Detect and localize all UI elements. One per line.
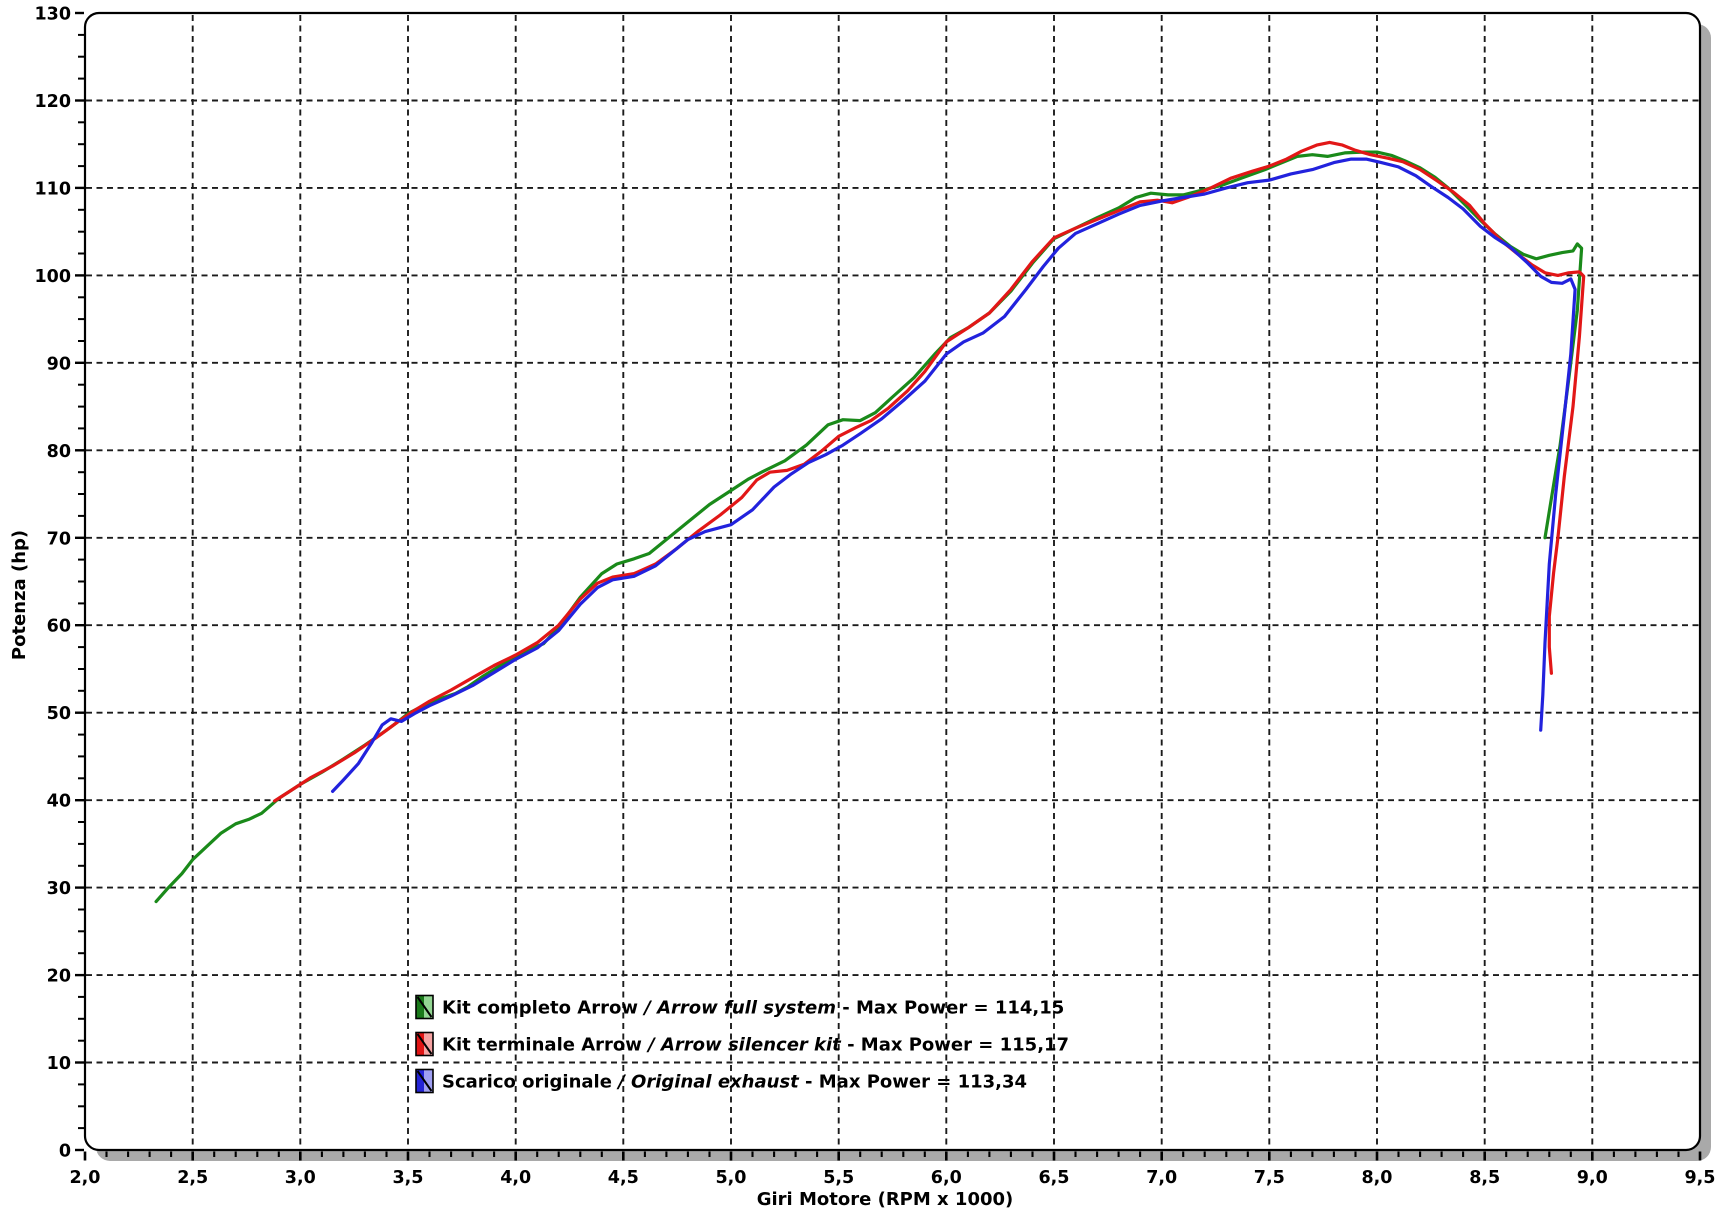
legend-swatch-border <box>415 1031 434 1057</box>
x-tick-label: 6,0 <box>931 1168 962 1188</box>
series-curves <box>154 140 1586 904</box>
legend-swatch-diagonal <box>416 996 433 1018</box>
legend-label: Scarico originale / Original exhaust - M… <box>442 1072 1027 1093</box>
x-tick-label: 4,0 <box>500 1168 531 1188</box>
legend-label-italian: Kit terminale Arrow <box>442 1035 642 1056</box>
x-tick-label: 9,5 <box>1684 1168 1715 1188</box>
legend: Kit completo Arrow / Arrow full system -… <box>415 994 1069 1094</box>
y-axis-title: Potenza (hp) <box>9 530 30 660</box>
x-tick-label: 5,0 <box>715 1168 746 1188</box>
legend-swatch-diagonal <box>416 1033 433 1055</box>
y-tick-label: 80 <box>47 442 71 462</box>
legend-label-italian: Scarico originale <box>442 1072 612 1093</box>
x-tick-label: 2,5 <box>177 1168 208 1188</box>
legend-label: Kit terminale Arrow / Arrow silencer kit… <box>442 1035 1069 1056</box>
y-tick-label: 130 <box>34 5 71 25</box>
x-tick-label: 5,5 <box>823 1168 854 1188</box>
x-tick-label: 4,5 <box>608 1168 639 1188</box>
legend-label-english: Arrow silencer kit <box>659 1035 842 1056</box>
x-tick-label: 8,5 <box>1469 1168 1500 1188</box>
legend-swatch-border <box>415 994 434 1020</box>
y-tick-label: 70 <box>47 529 71 549</box>
series-curve-original-exhaust <box>331 157 1577 794</box>
legend-swatch-border <box>415 1068 434 1094</box>
legend-label-max-power: - Max Power = 115,17 <box>841 1035 1069 1056</box>
x-tick-label: 3,5 <box>392 1168 423 1188</box>
y-axis-tick-labels: 0 10 20 30 40 50 60 70 80 90 100 110 120 130 <box>34 5 71 1162</box>
x-tick-label: 7,0 <box>1146 1168 1177 1188</box>
x-tick-label: 9,0 <box>1577 1168 1608 1188</box>
legend-label-separator: / <box>612 1072 631 1093</box>
y-tick-label: 120 <box>34 92 71 112</box>
y-tick-label: 50 <box>47 704 71 724</box>
y-tick-label: 30 <box>47 879 71 899</box>
grid <box>86 15 1699 1149</box>
legend-swatch-dark <box>416 995 424 1019</box>
plot-frame <box>83 11 1702 1152</box>
y-tick-label: 60 <box>47 617 71 637</box>
legend-item-original-exhaust: Scarico originale / Original exhaust - M… <box>415 1068 1027 1094</box>
legend-label-english: Original exhaust <box>631 1072 800 1093</box>
legend-label: Kit completo Arrow / Arrow full system -… <box>442 998 1064 1019</box>
x-axis-title: Giri Motore (RPM x 1000) <box>757 1189 1014 1210</box>
legend-item-arrow-full-system: Kit completo Arrow / Arrow full system -… <box>415 994 1064 1020</box>
x-axis-tick-labels: 2,0 2,5 3,0 3,5 4,0 4,5 5,0 5,5 6,0 6,5 7,0 7,5 8,0 8… <box>69 1168 1715 1188</box>
y-tick-label: 100 <box>34 267 71 287</box>
x-axis-ticks <box>83 1151 1702 1161</box>
x-tick-label: 7,5 <box>1254 1168 1285 1188</box>
y-axis-ticks <box>75 11 84 1152</box>
y-tick-label: 90 <box>47 354 71 374</box>
legend-swatch-diagonal <box>416 1070 433 1092</box>
legend-swatch-dark <box>416 1069 424 1093</box>
legend-label-separator: / <box>642 1035 661 1056</box>
legend-label-italian: Kit completo Arrow <box>442 998 638 1019</box>
y-tick-label: 110 <box>34 179 71 199</box>
x-tick-label: 2,0 <box>69 1168 100 1188</box>
legend-label-max-power: - Max Power = 114,15 <box>836 998 1064 1019</box>
x-tick-label: 6,5 <box>1038 1168 1069 1188</box>
y-tick-label: 40 <box>47 792 71 812</box>
legend-swatch-dark <box>416 1032 424 1056</box>
y-tick-label: 20 <box>47 967 71 987</box>
legend-label-max-power: - Max Power = 113,34 <box>799 1072 1027 1093</box>
x-tick-label: 3,0 <box>285 1168 316 1188</box>
legend-label-separator: / <box>638 998 657 1019</box>
x-tick-label: 8,0 <box>1361 1168 1392 1188</box>
y-tick-label: 10 <box>47 1054 71 1074</box>
y-tick-label: 0 <box>59 1142 71 1162</box>
legend-label-english: Arrow full system <box>655 998 836 1019</box>
legend-item-arrow-silencer-kit: Kit terminale Arrow / Arrow silencer kit… <box>415 1031 1069 1057</box>
